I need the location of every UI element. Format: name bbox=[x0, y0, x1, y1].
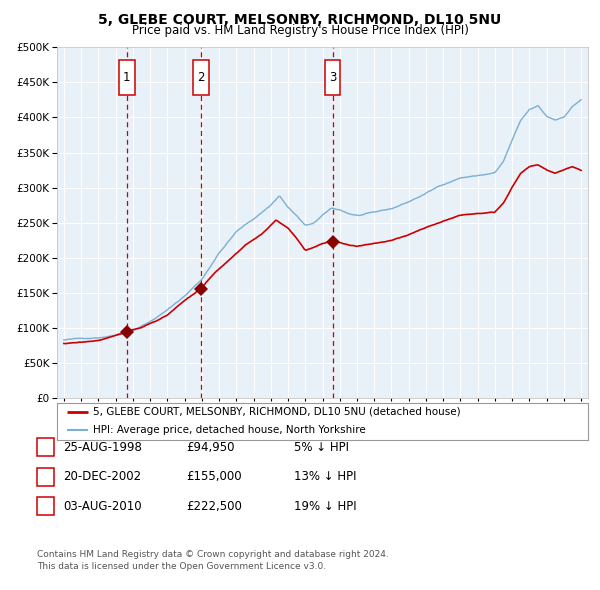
Text: £155,000: £155,000 bbox=[186, 470, 242, 483]
Text: Price paid vs. HM Land Registry's House Price Index (HPI): Price paid vs. HM Land Registry's House … bbox=[131, 24, 469, 37]
Text: This data is licensed under the Open Government Licence v3.0.: This data is licensed under the Open Gov… bbox=[37, 562, 326, 571]
Text: 20-DEC-2002: 20-DEC-2002 bbox=[63, 470, 141, 483]
Text: 03-AUG-2010: 03-AUG-2010 bbox=[63, 500, 142, 513]
Text: £94,950: £94,950 bbox=[186, 441, 235, 454]
Text: 5% ↓ HPI: 5% ↓ HPI bbox=[294, 441, 349, 454]
Text: 2: 2 bbox=[42, 470, 49, 483]
FancyBboxPatch shape bbox=[119, 60, 134, 95]
Text: Contains HM Land Registry data © Crown copyright and database right 2024.: Contains HM Land Registry data © Crown c… bbox=[37, 550, 389, 559]
FancyBboxPatch shape bbox=[193, 60, 209, 95]
Text: 2: 2 bbox=[197, 71, 205, 84]
Text: 3: 3 bbox=[329, 71, 337, 84]
Text: HPI: Average price, detached house, North Yorkshire: HPI: Average price, detached house, Nort… bbox=[93, 425, 366, 435]
FancyBboxPatch shape bbox=[325, 60, 340, 95]
Text: 5, GLEBE COURT, MELSONBY, RICHMOND, DL10 5NU: 5, GLEBE COURT, MELSONBY, RICHMOND, DL10… bbox=[98, 13, 502, 27]
Text: 3: 3 bbox=[42, 500, 49, 513]
Text: 1: 1 bbox=[123, 71, 131, 84]
Text: 19% ↓ HPI: 19% ↓ HPI bbox=[294, 500, 356, 513]
Text: 1: 1 bbox=[42, 441, 49, 454]
Text: 25-AUG-1998: 25-AUG-1998 bbox=[63, 441, 142, 454]
Text: 13% ↓ HPI: 13% ↓ HPI bbox=[294, 470, 356, 483]
Text: £222,500: £222,500 bbox=[186, 500, 242, 513]
Text: 5, GLEBE COURT, MELSONBY, RICHMOND, DL10 5NU (detached house): 5, GLEBE COURT, MELSONBY, RICHMOND, DL10… bbox=[93, 407, 461, 417]
